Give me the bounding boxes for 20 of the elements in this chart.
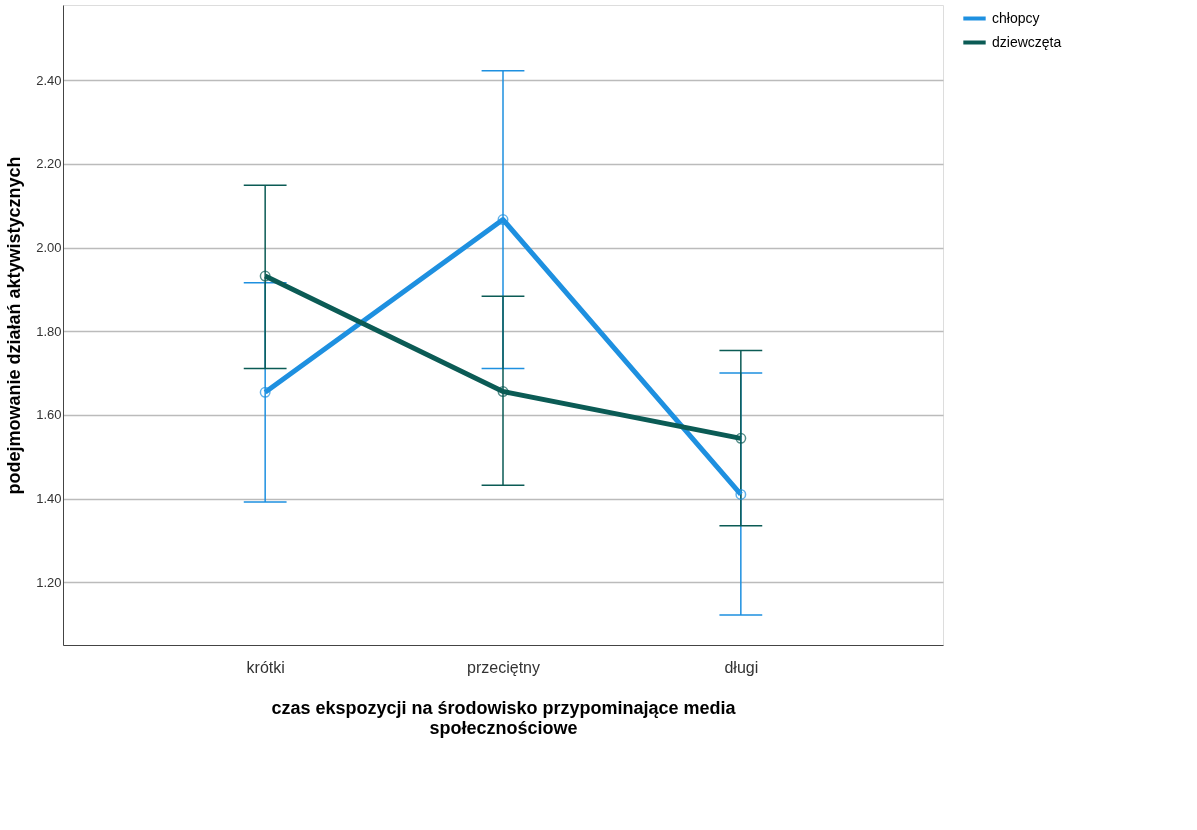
y-tick-label: 2.40 — [36, 72, 62, 88]
y-tick-label: 1.60 — [36, 407, 62, 423]
x-tick-label: przeciętny — [467, 658, 540, 676]
y-tick-label: 1.80 — [36, 323, 62, 339]
point — [497, 214, 509, 226]
y-axis-title: podejmowanie działań aktywistycznych — [4, 156, 25, 495]
x-axis-title: czas ekspozycji na środowisko przypominające media społecznościowe — [271, 697, 737, 738]
y-tick-label: 2.00 — [36, 240, 62, 256]
x-tick-label: krótki — [246, 658, 285, 676]
point — [735, 432, 747, 444]
y-tick-label: 1.40 — [36, 491, 62, 507]
y-tick-label: 1.20 — [36, 574, 62, 590]
point — [259, 386, 271, 398]
point — [735, 488, 747, 500]
y-tick-label: 2.20 — [36, 156, 62, 172]
legend-label: dziewczęta — [992, 33, 1062, 50]
point — [259, 270, 271, 282]
x-tick-label: długi — [724, 658, 759, 676]
point — [497, 386, 509, 397]
legend-label: chłopcy — [992, 9, 1040, 26]
